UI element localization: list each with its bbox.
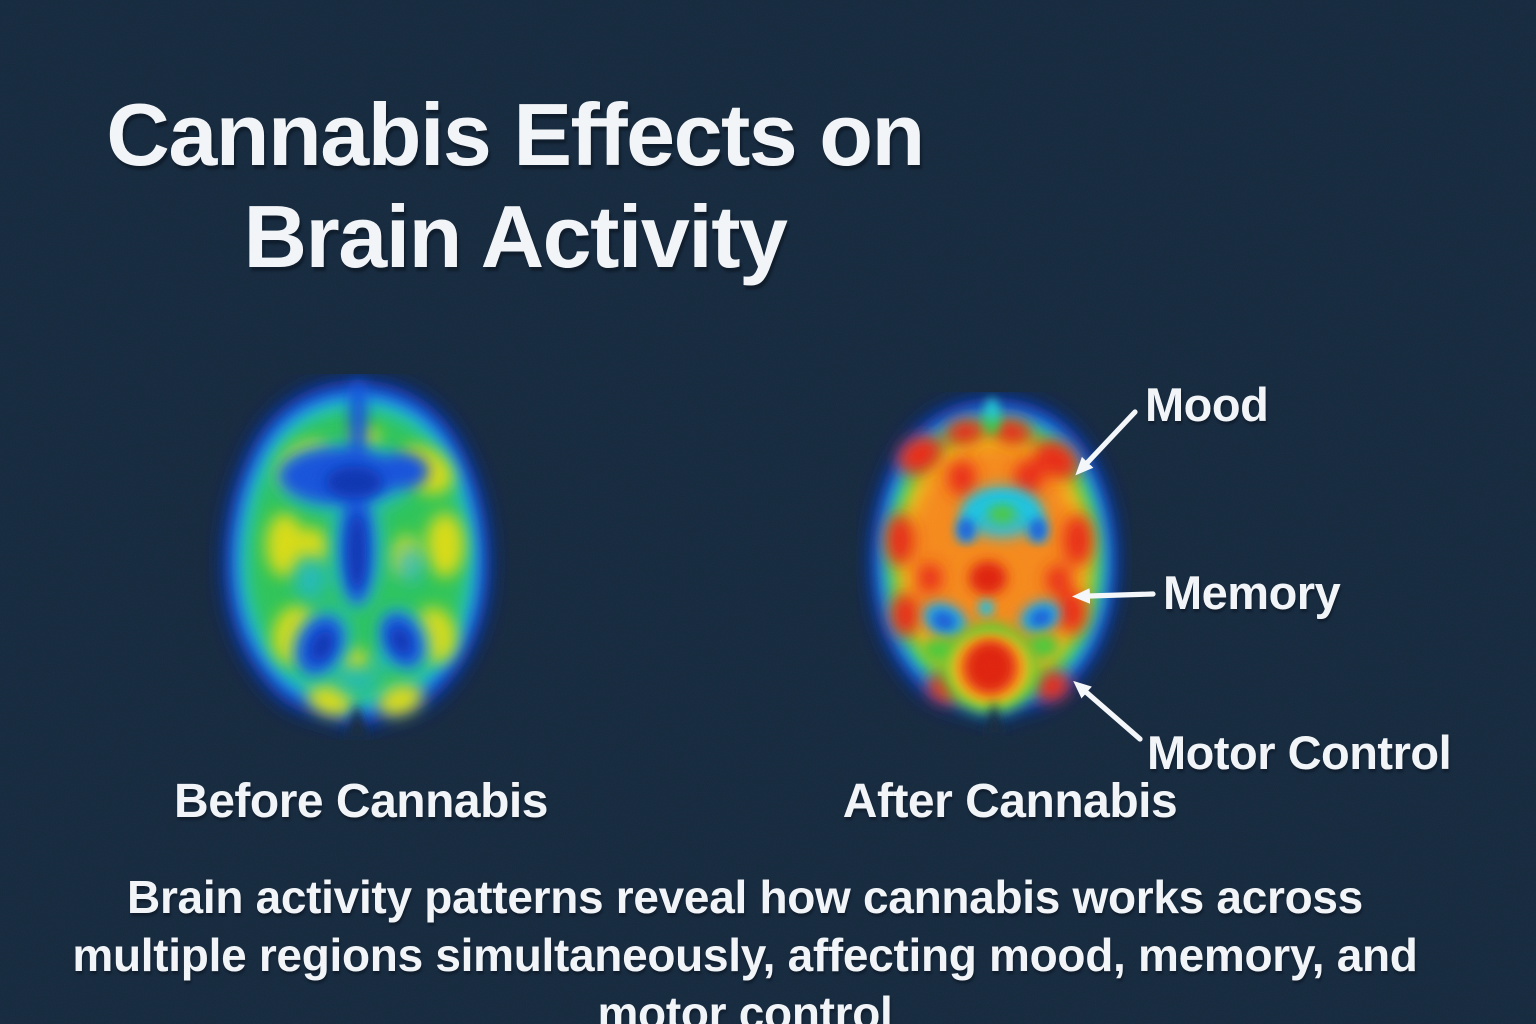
title-line-1: Cannabis Effects on	[106, 85, 925, 184]
caption-line-1: Brain activity patterns reveal how canna…	[127, 871, 1363, 923]
page-title: Cannabis Effects on Brain Activity	[10, 84, 1020, 288]
memory-arrow-icon	[1071, 588, 1156, 604]
mood-arrow-icon	[1075, 409, 1138, 476]
annotation-label-memory: Memory	[1163, 566, 1341, 619]
annotation-label-mood: Mood	[1145, 378, 1269, 431]
after-cannabis-label: After Cannabis	[842, 775, 1178, 828]
caption-line-3: motor control	[597, 987, 893, 1024]
title-line-2: Brain Activity	[243, 187, 788, 286]
before-brain-scan	[224, 378, 490, 740]
motor-control-arrow-icon	[1073, 680, 1143, 742]
before-cannabis-label: Before Cannabis	[174, 775, 548, 828]
caption-line-2: multiple regions simultaneously, affecti…	[72, 929, 1418, 981]
annotation-label-motor-control: Motor Control	[1147, 726, 1452, 779]
bottom-caption: Brain activity patterns reveal how canna…	[0, 868, 1490, 1024]
